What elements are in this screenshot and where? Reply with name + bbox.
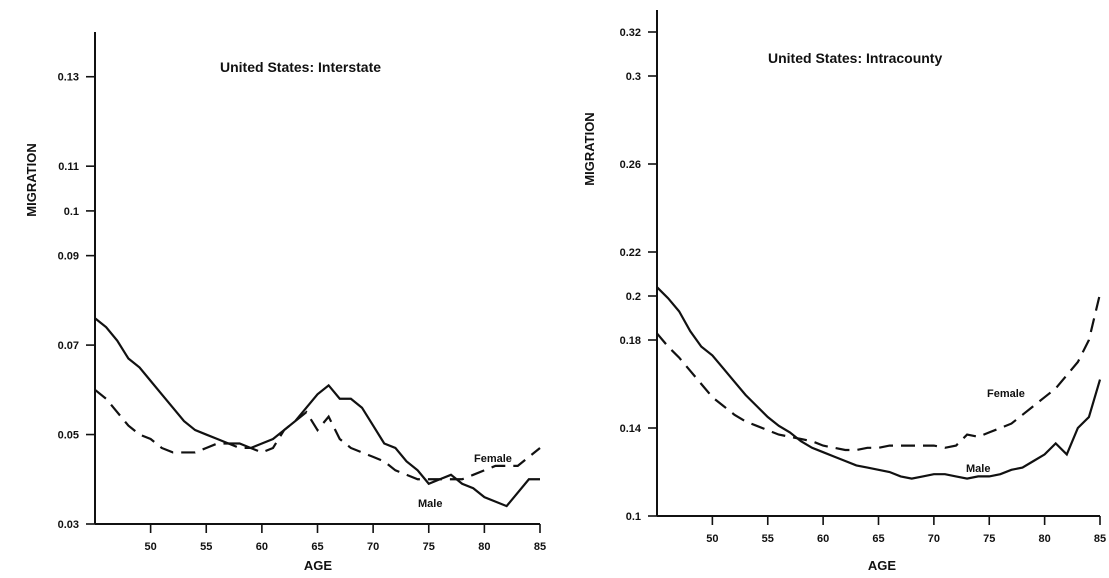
series-line-female: [94, 388, 541, 481]
series-line-male: [656, 286, 1102, 480]
y-tick-label: 0.3: [626, 71, 641, 83]
y-tick-label: 0.09: [58, 251, 79, 263]
x-tick-label: 75: [983, 533, 995, 545]
y-tick-label: 0.14: [620, 423, 642, 435]
y-tick-label: 0.05: [58, 430, 79, 442]
y-tick-label: 0.2: [626, 291, 641, 303]
y-tick-label: 0.11: [58, 161, 79, 173]
y-tick-label: 0.07: [58, 340, 79, 352]
x-tick-label: 85: [534, 541, 546, 553]
x-tick-label: 75: [423, 541, 435, 553]
x-tick-label: 70: [928, 533, 940, 545]
x-tick-label: 80: [478, 541, 490, 553]
x-tick-label: 60: [817, 533, 829, 545]
x-tick-label: 50: [706, 533, 718, 545]
y-axis-label: MIGRATION: [582, 112, 597, 185]
y-tick-label: 0.22: [620, 247, 641, 259]
series-label-female: Female: [474, 453, 512, 465]
series-label-male: Male: [966, 463, 990, 475]
chart-panel-1: United States: Interstate MIGRATION AGE 50 5…: [24, 32, 546, 573]
chart-panel-2: United States: Intracounty MIGRATION AGE 50…: [582, 10, 1106, 573]
series-line-male: [94, 317, 540, 508]
x-tick-label: 65: [872, 533, 884, 545]
x-axis-label: AGE: [304, 558, 333, 573]
series-label-female: Female: [987, 388, 1025, 400]
y-tick-label: 0.26: [620, 159, 641, 171]
x-tick-label: 80: [1039, 533, 1051, 545]
x-tick-label: 85: [1094, 533, 1106, 545]
y-axis-label: MIGRATION: [24, 143, 39, 216]
x-tick-label: 60: [256, 541, 268, 553]
x-tick-label: 55: [762, 533, 774, 545]
chart-title: United States: Intracounty: [768, 50, 942, 66]
y-tick-label: 0.03: [58, 519, 79, 531]
x-axis-label: AGE: [868, 558, 897, 573]
series-line-female: [656, 293, 1102, 452]
y-tick-label: 0.18: [620, 335, 641, 347]
y-tick-label: 0.1: [64, 206, 79, 218]
y-tick-label: 0.32: [620, 27, 641, 39]
chart-title: United States: Interstate: [220, 59, 381, 75]
y-tick-label: 0.13: [58, 72, 79, 84]
x-tick-label: 65: [311, 541, 323, 553]
x-tick-label: 55: [200, 541, 212, 553]
series-label-male: Male: [418, 498, 442, 510]
x-tick-label: 70: [367, 541, 379, 553]
x-tick-label: 50: [145, 541, 157, 553]
y-tick-label: 0.1: [626, 511, 641, 523]
